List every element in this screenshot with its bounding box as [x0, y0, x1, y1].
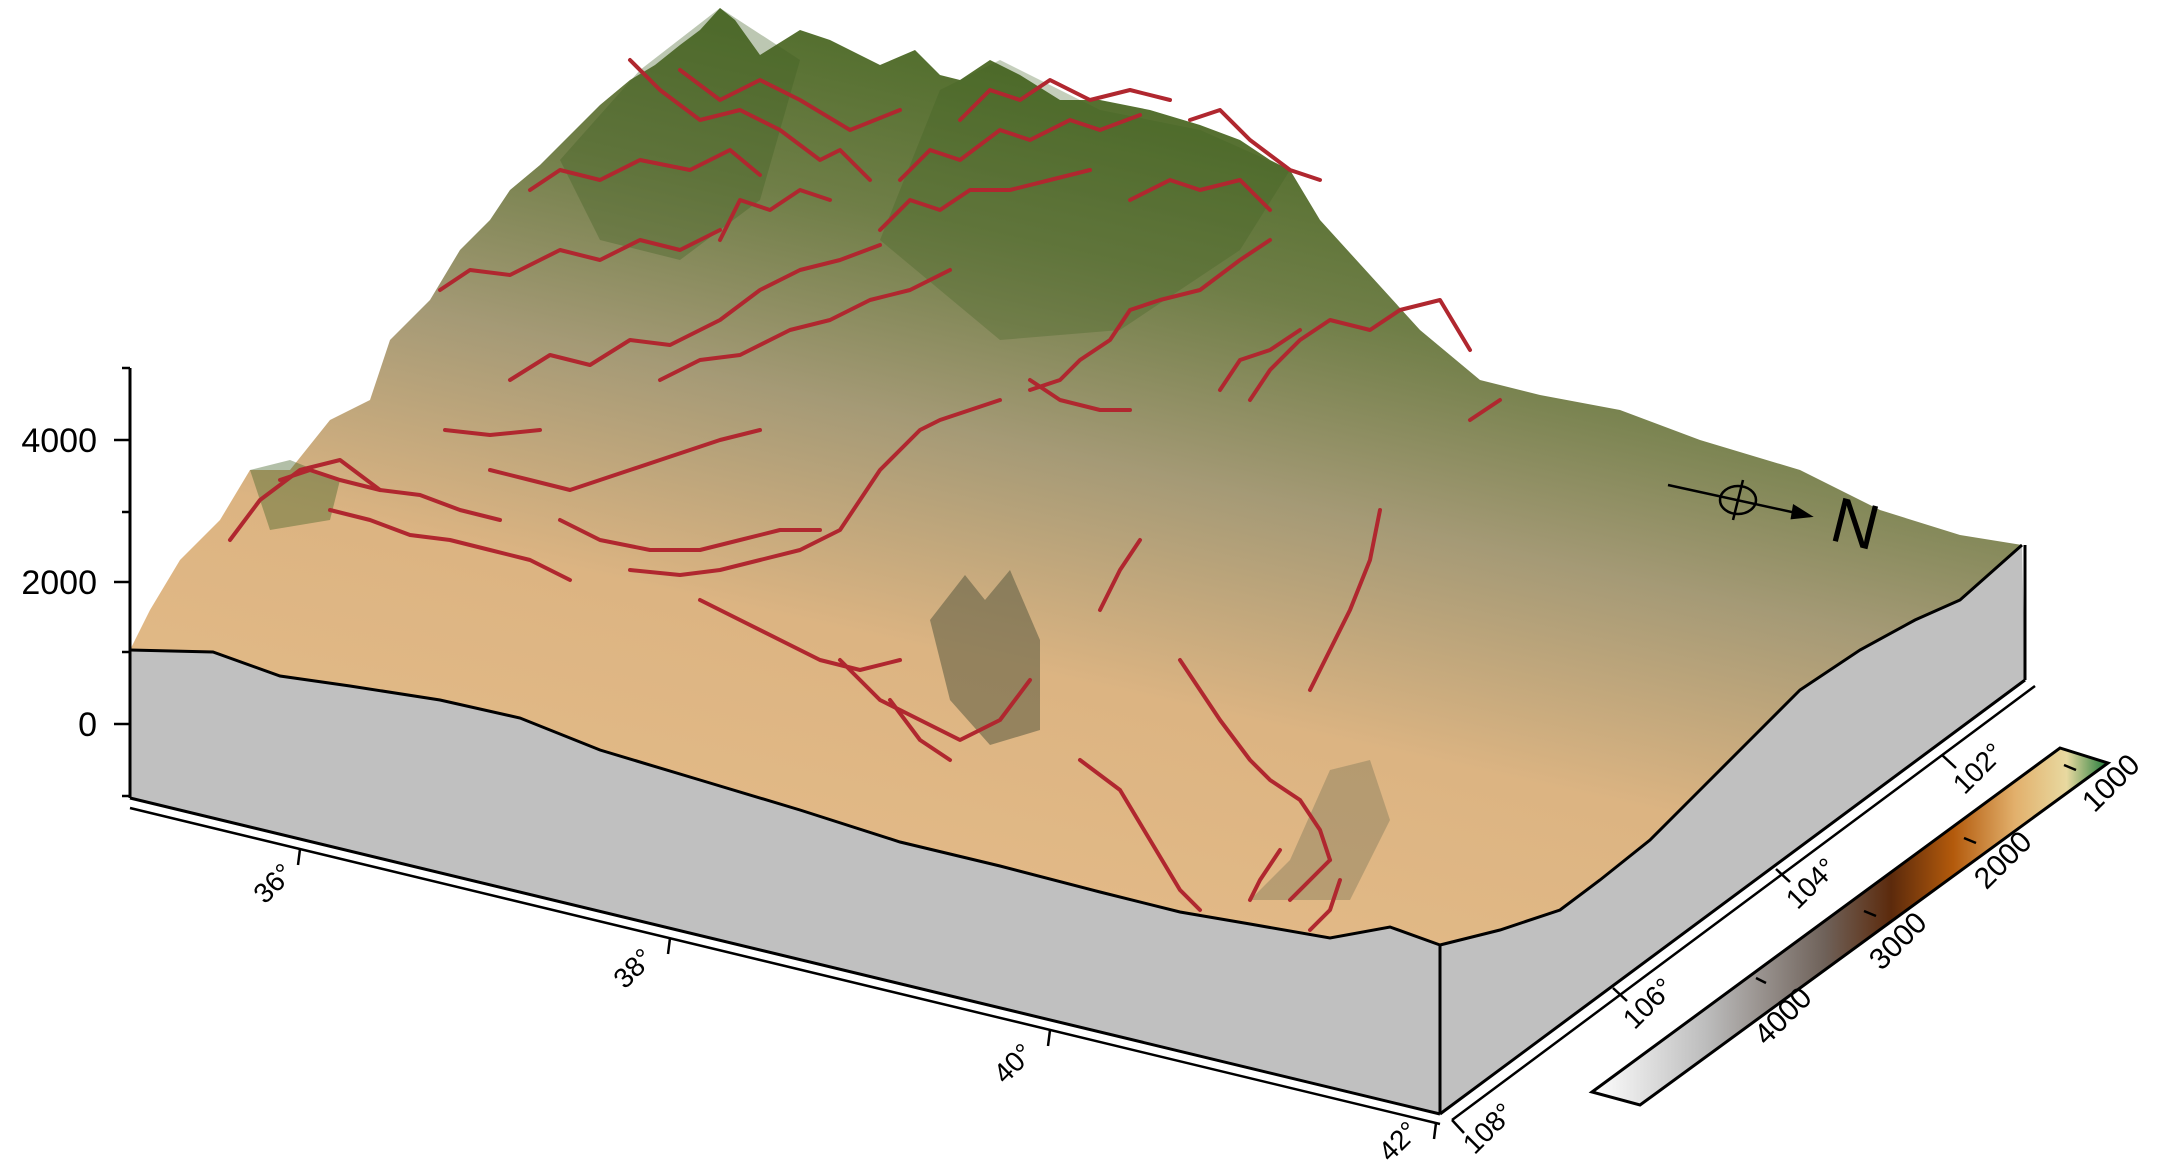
longitude-tick-label: 108° [1457, 1097, 1520, 1160]
front-bottom-edge [129, 796, 1441, 1116]
longitude-axis-ticks [1451, 754, 1957, 1134]
latitude-axis-line [129, 806, 1441, 1126]
front-terrain-edge [129, 648, 1441, 947]
peak-shading [880, 60, 1290, 340]
latitude-axis-ticks [296, 848, 1438, 1140]
block-front-face [130, 650, 1440, 1114]
z-tick-label: 2000 [21, 564, 97, 602]
latitude-tick-label: 40° [987, 1037, 1039, 1089]
z-tick-label: 4000 [21, 422, 97, 460]
right-terrain-edge [1439, 543, 2023, 947]
terrain-surface [130, 8, 2022, 945]
right-bottom-edge [1439, 678, 2026, 1116]
longitude-tick-label: 104° [1780, 852, 1843, 915]
fault-lines [228, 58, 1502, 932]
block-right-face [1440, 545, 2025, 1114]
z-axis-ticks [114, 366, 130, 798]
latitude-tick-label: 42° [1372, 1115, 1424, 1160]
latitude-tick-label: 38° [607, 942, 659, 994]
z-tick-label: 0 [78, 706, 97, 744]
longitude-tick-label: 106° [1617, 972, 1680, 1035]
peak-shading [560, 8, 800, 260]
peak-shading [250, 460, 340, 530]
latitude-tick-label: 36° [247, 857, 299, 909]
north-arrow [1667, 479, 1814, 521]
longitude-axis-line [1451, 684, 2036, 1122]
